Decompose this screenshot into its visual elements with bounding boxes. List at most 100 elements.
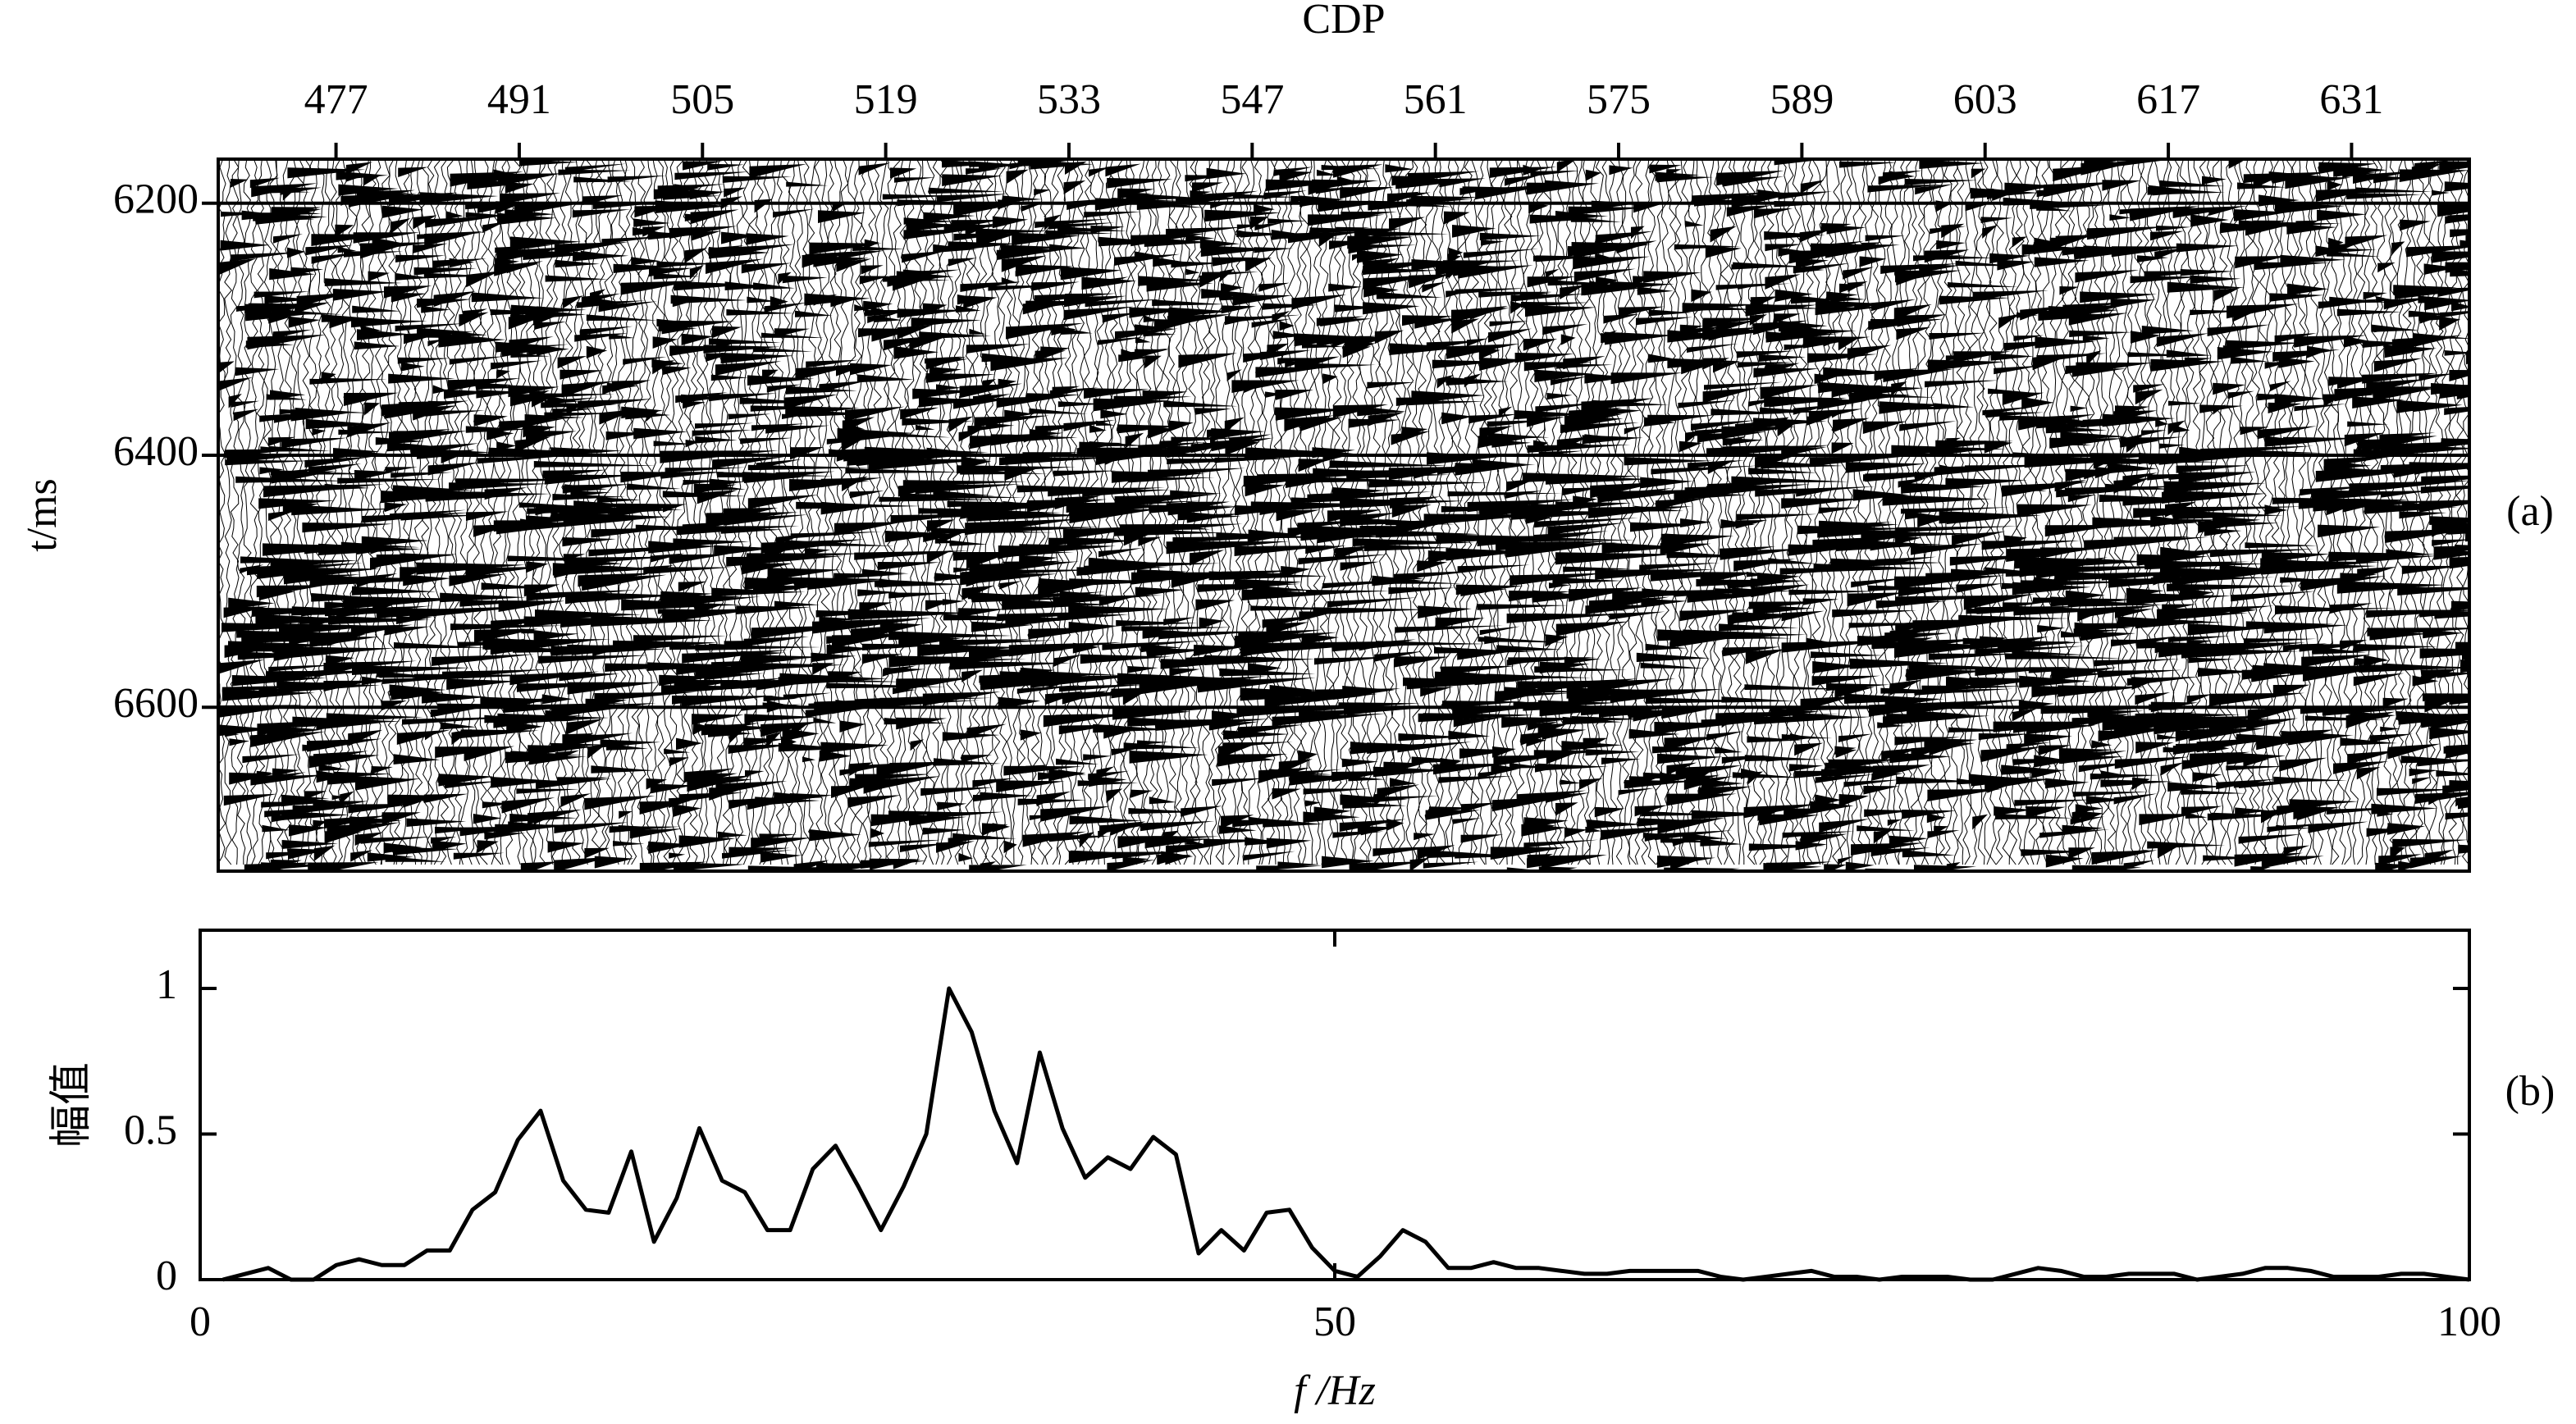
wedge bbox=[2176, 465, 2250, 473]
wedge bbox=[357, 329, 410, 340]
wedge bbox=[507, 555, 618, 562]
wedge bbox=[1633, 708, 1700, 722]
wedge bbox=[1181, 806, 1222, 817]
wedge bbox=[1891, 445, 2006, 456]
wedge bbox=[1660, 838, 1720, 843]
wedge bbox=[536, 778, 612, 789]
wedge bbox=[1894, 632, 1950, 641]
wedge bbox=[1135, 336, 1151, 344]
wedge bbox=[2280, 254, 2346, 265]
wedge bbox=[1651, 465, 1759, 475]
wedge bbox=[966, 723, 1007, 738]
wedge bbox=[2282, 643, 2327, 652]
wedge bbox=[1105, 163, 1141, 177]
wedge bbox=[802, 756, 815, 763]
wedge bbox=[2059, 286, 2079, 295]
wedge bbox=[409, 606, 530, 619]
wedge bbox=[1089, 441, 1148, 447]
wedge bbox=[1911, 745, 1948, 760]
wedge bbox=[1847, 592, 1904, 607]
wedge bbox=[566, 403, 583, 416]
wedge bbox=[242, 754, 299, 764]
trace bbox=[2087, 159, 2097, 865]
wedge bbox=[1527, 445, 1631, 453]
wedge bbox=[2078, 605, 2159, 618]
wedge bbox=[235, 476, 348, 483]
wedge bbox=[2395, 289, 2469, 299]
wedge bbox=[390, 509, 466, 521]
wedge bbox=[2002, 392, 2044, 405]
wedge bbox=[1674, 244, 1741, 250]
wedge bbox=[231, 675, 327, 687]
wedge bbox=[1118, 354, 1151, 363]
wedge bbox=[1552, 577, 1622, 585]
wedge bbox=[580, 326, 633, 336]
wedge bbox=[578, 573, 653, 587]
wedge bbox=[1136, 569, 1187, 580]
wedge bbox=[1939, 295, 2010, 305]
wedge bbox=[673, 804, 701, 817]
wedge bbox=[268, 445, 331, 452]
wedge bbox=[627, 483, 681, 491]
wedge bbox=[2340, 640, 2368, 650]
wedge bbox=[1682, 833, 1726, 842]
wedge bbox=[307, 738, 382, 752]
wedge bbox=[953, 201, 1030, 217]
wedge bbox=[1102, 313, 1135, 323]
wedge bbox=[1896, 272, 1932, 285]
wedge bbox=[498, 173, 562, 186]
wedge bbox=[766, 384, 801, 393]
wedge bbox=[1594, 806, 1625, 818]
wedge bbox=[1701, 779, 1743, 789]
wedge bbox=[1875, 600, 1946, 609]
wedge bbox=[289, 824, 327, 837]
wedge bbox=[467, 178, 523, 189]
wedge bbox=[432, 654, 534, 666]
wedge bbox=[728, 413, 771, 420]
wedge bbox=[1279, 171, 1313, 182]
wedge bbox=[858, 162, 891, 176]
wedge bbox=[1641, 599, 1688, 608]
wedge bbox=[266, 851, 310, 860]
wedge bbox=[662, 609, 763, 623]
wedge bbox=[505, 751, 582, 764]
wedge bbox=[1748, 601, 1828, 609]
wedge bbox=[413, 405, 456, 421]
wedge bbox=[2109, 214, 2131, 221]
wedge bbox=[1912, 618, 2021, 633]
wedge bbox=[642, 226, 665, 237]
wedge bbox=[2180, 269, 2234, 276]
wedge bbox=[1765, 363, 1800, 376]
wedge bbox=[633, 635, 727, 643]
wedge bbox=[2012, 582, 2091, 596]
wedge bbox=[2091, 850, 2158, 865]
wedge bbox=[2451, 600, 2469, 611]
wedge bbox=[1276, 509, 1320, 522]
wedge bbox=[1911, 543, 1983, 555]
wedge bbox=[2392, 838, 2469, 848]
wedge bbox=[633, 427, 688, 440]
wedge bbox=[292, 805, 365, 815]
wedge bbox=[759, 833, 797, 840]
wedge bbox=[1414, 318, 1461, 329]
wedge bbox=[960, 469, 1049, 475]
wedge bbox=[2447, 214, 2469, 223]
wedge bbox=[2333, 761, 2389, 774]
wedge bbox=[1496, 645, 1562, 652]
wedge bbox=[281, 840, 338, 849]
wedge bbox=[2270, 381, 2291, 392]
wedge bbox=[1506, 478, 1536, 492]
wedge bbox=[1788, 249, 1857, 264]
wedge bbox=[2188, 657, 2235, 664]
wedge bbox=[385, 491, 486, 496]
wedge bbox=[1001, 277, 1019, 284]
wedge bbox=[281, 437, 298, 450]
wedge bbox=[1166, 843, 1231, 855]
wedge bbox=[2213, 288, 2240, 302]
wedge bbox=[438, 774, 494, 787]
wedge bbox=[2019, 675, 2090, 688]
wedge bbox=[1190, 190, 1212, 198]
wedge bbox=[508, 821, 567, 828]
wedge bbox=[2085, 558, 2147, 566]
wedge bbox=[552, 408, 595, 414]
